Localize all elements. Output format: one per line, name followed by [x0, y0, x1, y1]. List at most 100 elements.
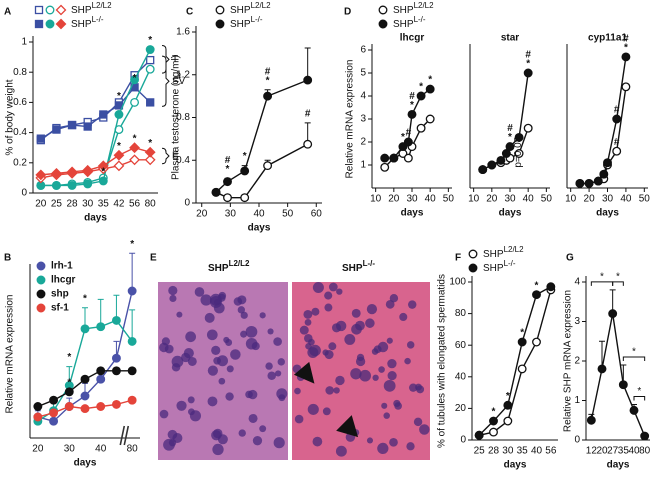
significance-label: * [600, 272, 604, 283]
marker [98, 176, 108, 186]
bracket-label: E [172, 151, 179, 162]
marker [487, 160, 497, 170]
label-name: SHP [483, 263, 504, 274]
y-tick-label: 1.2 [176, 69, 190, 80]
x-tick-label: 80 [127, 444, 139, 455]
nucleus [176, 400, 187, 411]
subplot-title: star [501, 33, 519, 44]
x-tick-label: 42 [113, 199, 125, 210]
y-tick-label: 100 [449, 277, 466, 288]
x-tick-label: 30 [502, 446, 514, 457]
nucleus [277, 358, 285, 366]
nucleus [225, 392, 234, 401]
y-tick-label: 0.8 [176, 112, 190, 123]
marker [80, 404, 90, 414]
x-tick-label: 50 [541, 194, 553, 205]
x-tick-label: 20 [596, 446, 608, 457]
label-superscript: L2/L2 [504, 245, 525, 254]
x-tick-label: 40 [531, 446, 543, 457]
marker [621, 82, 631, 92]
x-tick-label: 28 [488, 446, 500, 457]
label-name: SHP [230, 5, 251, 16]
nucleus [207, 365, 218, 376]
marker [67, 120, 77, 130]
marker [64, 402, 74, 411]
label-superscript: L-/- [251, 15, 263, 24]
label: SHPL2/L2 [483, 245, 524, 260]
legend-marker [378, 5, 388, 15]
panel-letter: D [344, 7, 351, 18]
marker [489, 416, 498, 426]
marker [80, 374, 90, 384]
marker [223, 177, 232, 187]
y-tick-label: 4 [574, 277, 580, 288]
nucleus [415, 383, 422, 391]
y-axis-label: Plasma testosterone (ng/ml) [171, 55, 182, 180]
marker [380, 153, 390, 163]
nucleus [204, 312, 215, 323]
nucleus [248, 413, 258, 423]
marker [146, 55, 155, 65]
legend-marker [55, 4, 67, 16]
y-tick-label: 3 [360, 114, 366, 125]
y-tick-label: 1 [360, 160, 366, 171]
nucleus [377, 442, 389, 455]
marker [111, 366, 121, 376]
marker [35, 169, 47, 181]
nucleus [335, 445, 347, 457]
legend-label: lrh-1 [51, 261, 73, 272]
y-axis-label: Relative mRNA expression [345, 60, 356, 179]
label-name: SHP [208, 263, 229, 274]
legend-marker [36, 289, 46, 299]
label-name: SHP [230, 19, 251, 30]
y-tick-label: 4 [360, 91, 366, 102]
x-axis-label: days [596, 208, 619, 219]
annotation: # [409, 91, 415, 102]
x-tick-label: 80 [145, 199, 157, 210]
annotation: # [623, 34, 629, 45]
nucleus [267, 371, 276, 380]
y-tick-label: 0.4 [176, 155, 190, 166]
legend-marker [378, 19, 388, 29]
nucleus [308, 338, 315, 346]
nucleus [218, 377, 226, 385]
marker [113, 160, 125, 172]
nucleus [273, 437, 285, 449]
y-tick-label: 1.6 [176, 27, 190, 38]
label-superscript: L2/L2 [92, 1, 113, 10]
marker [51, 167, 62, 179]
significance-bracket [612, 281, 624, 286]
annotation: # [614, 105, 620, 116]
annotation: * [526, 59, 530, 70]
nucleus [171, 363, 181, 372]
annotation: * [410, 100, 414, 111]
nucleus [419, 424, 430, 435]
nucleus [322, 349, 329, 356]
nucleus [383, 379, 396, 392]
nucleus [230, 349, 241, 360]
marker [111, 399, 121, 409]
marker [99, 110, 108, 119]
marker [425, 84, 435, 94]
x-tick-label: 60 [311, 209, 323, 220]
marker [113, 149, 125, 161]
marker [33, 412, 43, 422]
nucleus [238, 429, 246, 437]
y-tick-label: 0.2 [13, 157, 27, 168]
annotation: # [525, 50, 531, 61]
marker [608, 309, 618, 319]
panel-letter: B [4, 253, 11, 264]
nucleus [299, 325, 309, 335]
histology-image [292, 282, 430, 460]
significance-bracket [622, 356, 646, 361]
legend-label: lhcgr [51, 275, 76, 286]
nucleus [213, 357, 221, 365]
x-tick-label: 20 [196, 209, 208, 220]
marker [303, 139, 313, 149]
marker [618, 380, 628, 390]
nucleus [252, 436, 263, 446]
marker [127, 336, 137, 346]
x-tick-label: 25 [474, 446, 486, 457]
label-name: SHP [393, 19, 414, 30]
nucleus [336, 288, 343, 295]
